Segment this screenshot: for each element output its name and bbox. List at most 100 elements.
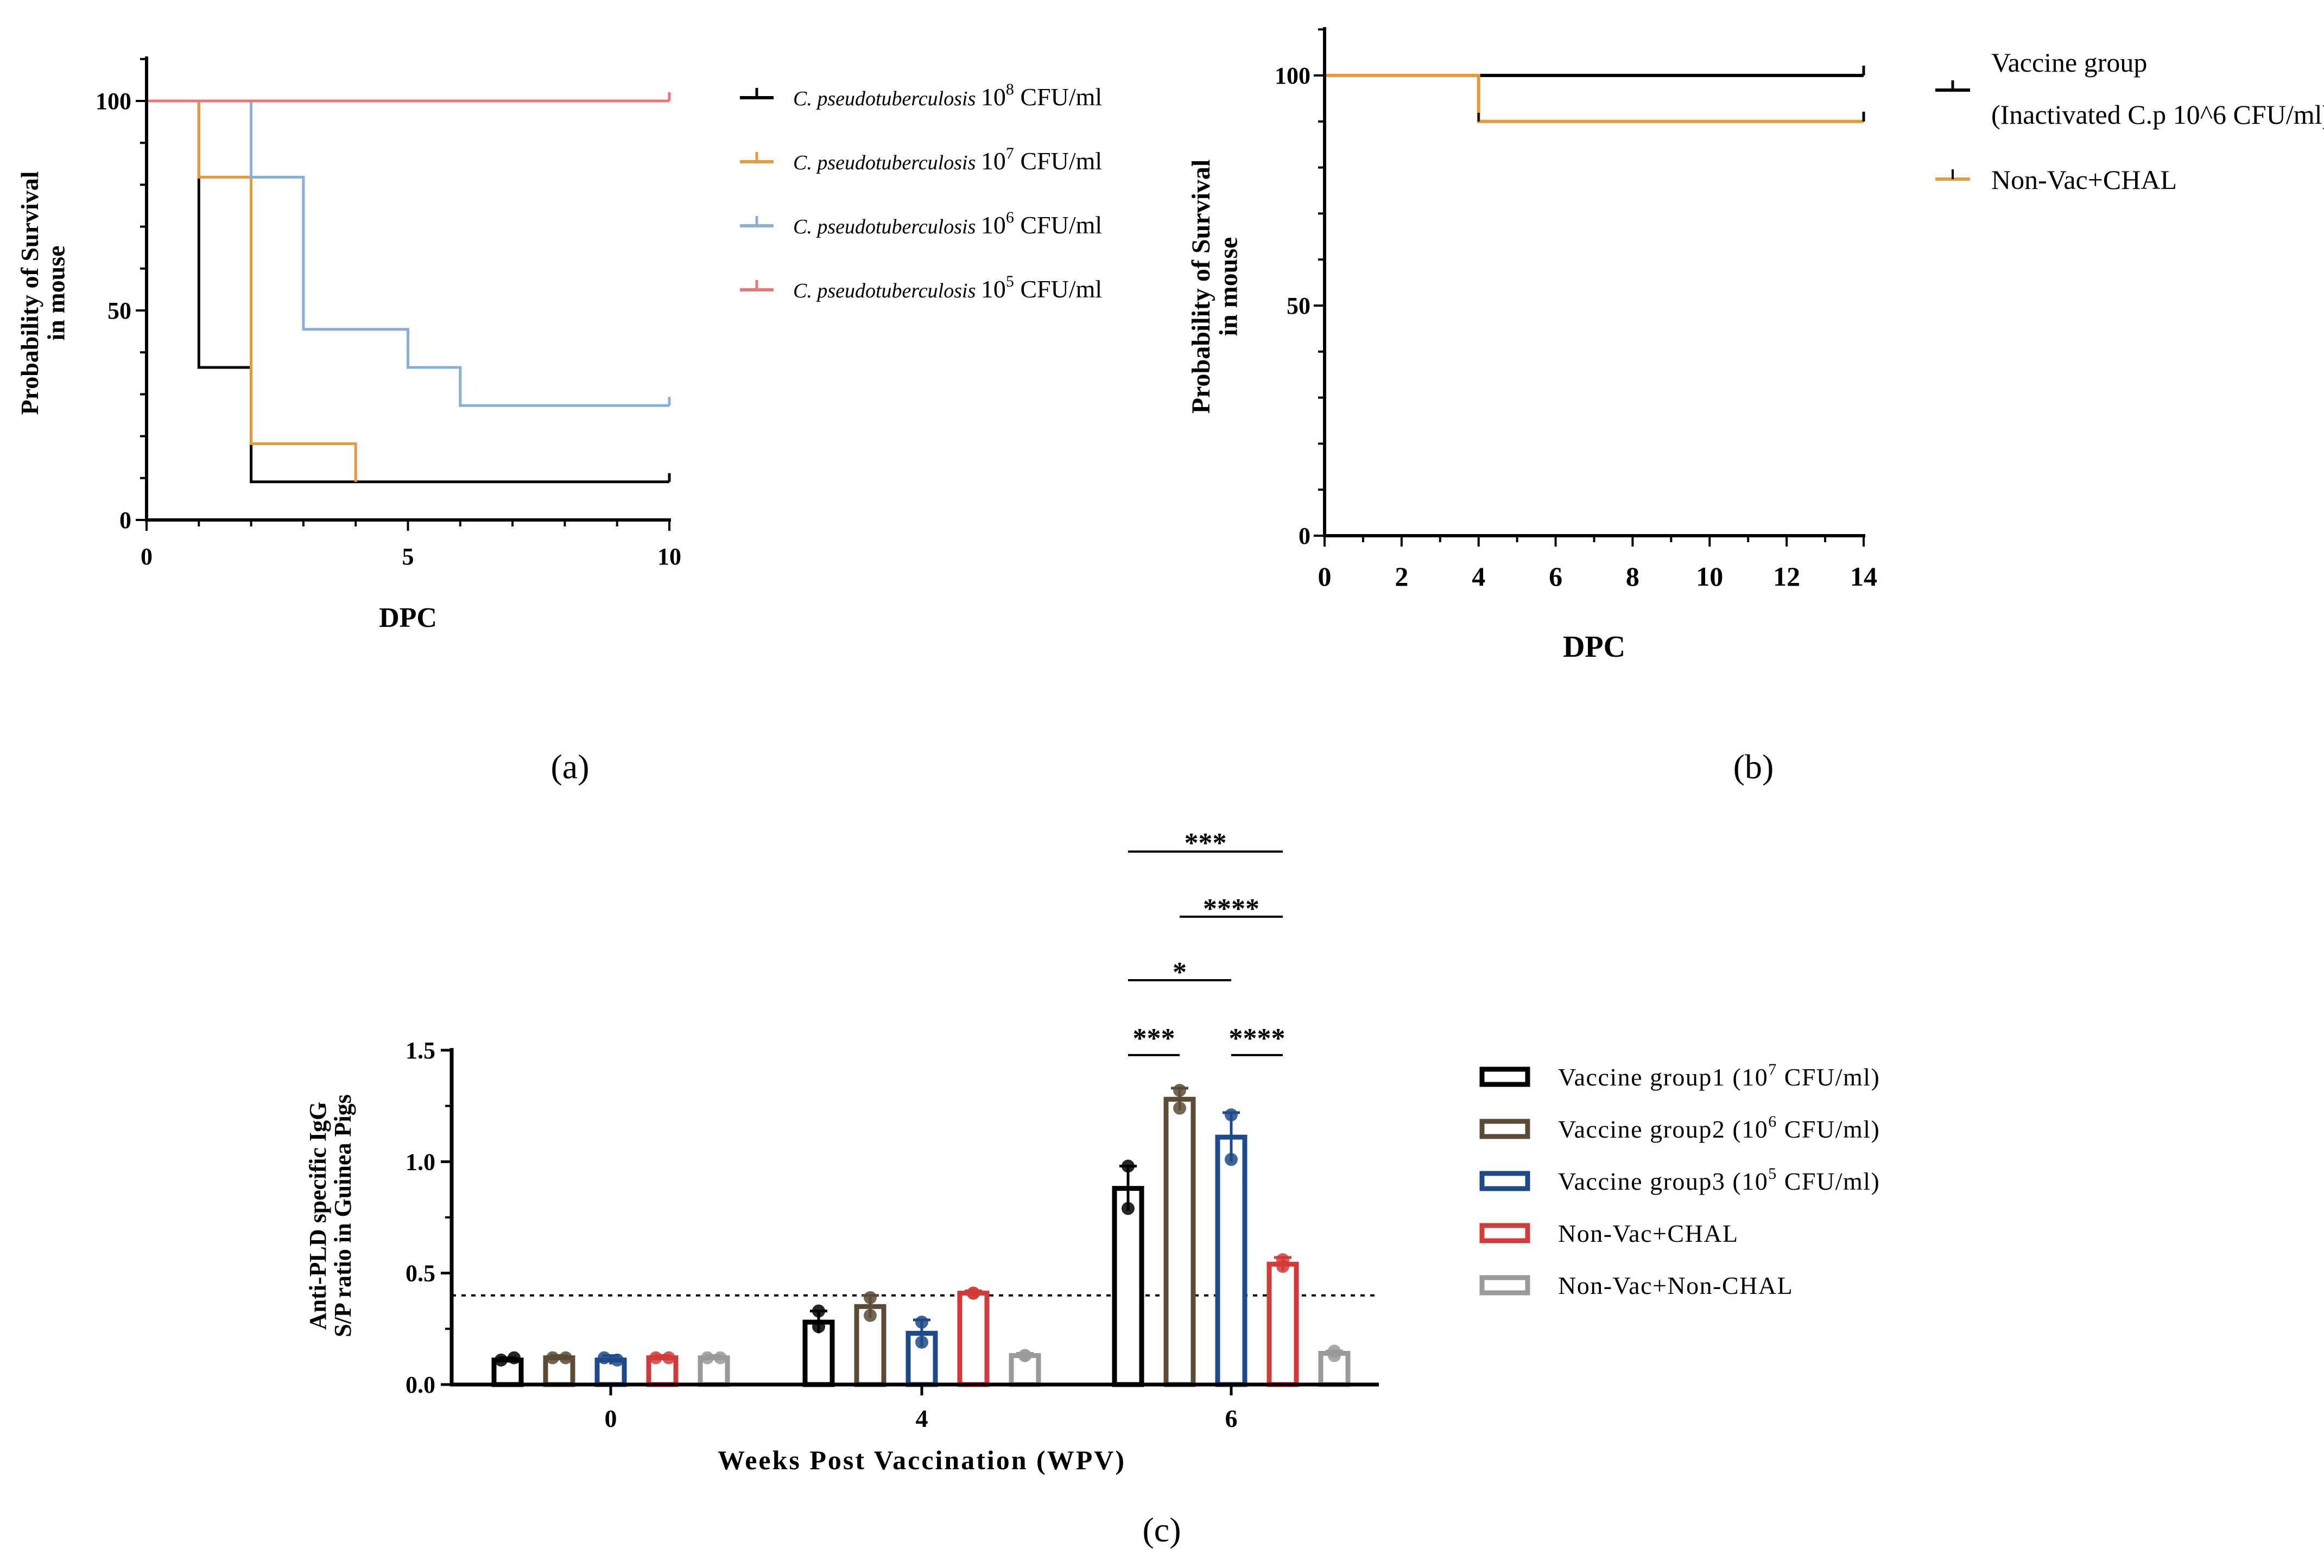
- panel-c-data-point: [1328, 1349, 1341, 1362]
- legend-exponent: 5: [1006, 272, 1014, 290]
- legend-text: Vaccine group1 (10: [1558, 1063, 1768, 1091]
- panel-c-legend-label-3: Vaccine group3 (105 CFU/ml): [1558, 1165, 1880, 1195]
- panel-c-chart: 0.0 0.5 1.0 1.5 0 4 6 Weeks Post Vaccination (W…: [406, 828, 1880, 1549]
- panel-a-series-1-line: [147, 99, 669, 484]
- panel-c-data-point: [546, 1351, 559, 1364]
- panel-c-y-axis-title-line-1: Anti-PLD specific IgG: [305, 1102, 331, 1330]
- panel-c-bar: [1112, 1186, 1144, 1387]
- panel-a-legend-label-4: C. pseudotuberculosis 105 CFU/ml: [793, 272, 1102, 303]
- legend-unit: CFU/ml): [1777, 1063, 1880, 1091]
- panel-c-legend-swatch: [1479, 1223, 1530, 1243]
- panel-c-bar: [957, 1291, 990, 1387]
- panel-c-data-point: [915, 1316, 928, 1329]
- panel-b-x-tick-label: 12: [1773, 561, 1800, 592]
- panel-b-legend-label-1-sub: (Inactivated C.p 10^6 CFU/ml): [1991, 99, 2324, 130]
- panel-c-y-tick-label: 1.0: [406, 1148, 435, 1175]
- legend-base: 10: [981, 211, 1006, 239]
- panel-c-significance-label: ****: [1203, 893, 1259, 924]
- panel-a-legend-label-3: C. pseudotuberculosis 106 CFU/ml: [793, 208, 1102, 239]
- panel-c-data-point: [1173, 1101, 1186, 1115]
- legend-base: 10: [981, 275, 1006, 303]
- legend-species: C. pseudotuberculosis: [793, 87, 981, 110]
- panel-b-x-axis-title: DPC: [1563, 630, 1625, 664]
- panel-a-y-axis-title-line-1: Probability of Survival: [16, 172, 43, 415]
- panel-b-series-2-line: [1325, 74, 1864, 123]
- panel-c-y-axis-title-line-2: S/P ratio in Guinea Pigs: [330, 1094, 356, 1337]
- panel-c-bar: [1163, 1096, 1196, 1387]
- panel-a-y-tick-label: 0: [119, 507, 131, 534]
- panel-a-x-tick-label: 10: [657, 543, 681, 570]
- panel-c-data-point: [649, 1351, 662, 1364]
- legend-text: Vaccine group2 (10: [1558, 1115, 1768, 1143]
- panel-b-label: (b): [1733, 747, 1774, 786]
- panel-c-y-tick-label: 1.5: [406, 1037, 435, 1064]
- panel-c-legend-swatch: [1479, 1067, 1530, 1087]
- panel-c-data-point: [714, 1351, 727, 1364]
- panel-b-y-tick-label: 50: [1287, 293, 1310, 319]
- panel-c-y-tick-label: 0.0: [406, 1372, 435, 1398]
- panel-c-data-point: [559, 1351, 572, 1364]
- panel-c-bar: [1215, 1134, 1248, 1387]
- panel-c-legend-swatch: [1479, 1171, 1530, 1191]
- panel-c-data-point: [812, 1304, 825, 1318]
- panel-b-x-tick-label: 14: [1850, 561, 1877, 592]
- panel-c-legend-label-5: Non-Vac+Non-CHAL: [1558, 1272, 1793, 1299]
- panel-c-data-point: [1225, 1153, 1238, 1166]
- panel-c-x-tick-label: 4: [916, 1405, 928, 1432]
- legend-exponent: 6: [1768, 1113, 1777, 1131]
- legend-unit: CFU/ml: [1014, 83, 1102, 111]
- panel-c-x-axis-title: Weeks Post Vaccination (WPV): [718, 1445, 1126, 1475]
- panel-c-legend-swatch: [1479, 1275, 1530, 1296]
- panel-c-legend-label-2: Vaccine group2 (106 CFU/ml): [1558, 1113, 1880, 1143]
- panel-c-data-point: [701, 1351, 714, 1364]
- panel-a-x-axis-title: DPC: [379, 602, 437, 633]
- panel-b-legend-label-1: Vaccine group: [1991, 47, 2147, 78]
- panel-c-data-point: [967, 1286, 980, 1300]
- panel-c-data-point: [1122, 1202, 1135, 1215]
- panel-c-data-point: [662, 1351, 675, 1364]
- panel-b-y-axis-title-line-1: Probability of Survival: [1187, 160, 1215, 414]
- panel-b-y-tick-label: 100: [1275, 62, 1310, 89]
- panel-a-x-tick-label: 0: [141, 543, 153, 570]
- panel-c-significance-label: ***: [1133, 1023, 1175, 1054]
- panel-b-x-tick-label: 2: [1395, 561, 1408, 592]
- legend-unit: CFU/ml): [1777, 1167, 1880, 1195]
- panel-c-bar: [1267, 1261, 1299, 1387]
- panel-a-legend-label-1: C. pseudotuberculosis 108 CFU/ml: [793, 80, 1102, 111]
- legend-text: Non-Vac+CHAL: [1558, 1220, 1739, 1247]
- panel-c-x-tick-label: 6: [1225, 1405, 1238, 1432]
- panel-b-y-axis-title-line-2: in mouse: [1214, 237, 1243, 337]
- panel-c-data-point: [812, 1320, 825, 1334]
- legend-species: C. pseudotuberculosis: [793, 280, 981, 302]
- panel-b-chart: 0 50 100 0 2 4 6 8 10 12 14 DPC Vaccine group (Inacti…: [1275, 27, 2324, 786]
- panel-a-y-tick-label: 50: [107, 297, 131, 324]
- panel-c-significance-label: ****: [1229, 1023, 1286, 1054]
- panel-c-data-point: [864, 1291, 877, 1304]
- panel-c-significance-label: *: [1173, 957, 1187, 988]
- panel-a-legend-label-2: C. pseudotuberculosis 107 CFU/ml: [793, 144, 1102, 175]
- legend-exponent: 6: [1006, 208, 1014, 226]
- panel-c-data-point: [495, 1353, 508, 1367]
- panel-b-x-tick-label: 8: [1626, 561, 1639, 592]
- legend-text: Non-Vac+Non-CHAL: [1558, 1272, 1793, 1299]
- panel-c-data-point: [1018, 1349, 1031, 1362]
- legend-exponent: 8: [1006, 80, 1014, 98]
- panel-c-y-tick-label: 0.5: [406, 1260, 435, 1287]
- legend-exponent: 5: [1768, 1165, 1777, 1183]
- panel-a-label: (a): [550, 747, 589, 786]
- panel-c-data-point: [1122, 1159, 1135, 1173]
- panel-c-legend-label-1: Vaccine group1 (107 CFU/ml): [1558, 1061, 1880, 1091]
- panel-c-data-point: [1225, 1108, 1238, 1122]
- legend-base: 10: [981, 147, 1006, 175]
- panel-c-data-point: [598, 1351, 611, 1364]
- panel-c-legend-label-4: Non-Vac+CHAL: [1558, 1220, 1739, 1247]
- panel-c-data-point: [915, 1335, 928, 1349]
- panel-c-significance-label: ***: [1185, 828, 1227, 859]
- legend-exponent: 7: [1006, 144, 1014, 162]
- legend-unit: CFU/ml: [1014, 211, 1102, 239]
- panel-b-x-tick-label: 0: [1318, 561, 1332, 592]
